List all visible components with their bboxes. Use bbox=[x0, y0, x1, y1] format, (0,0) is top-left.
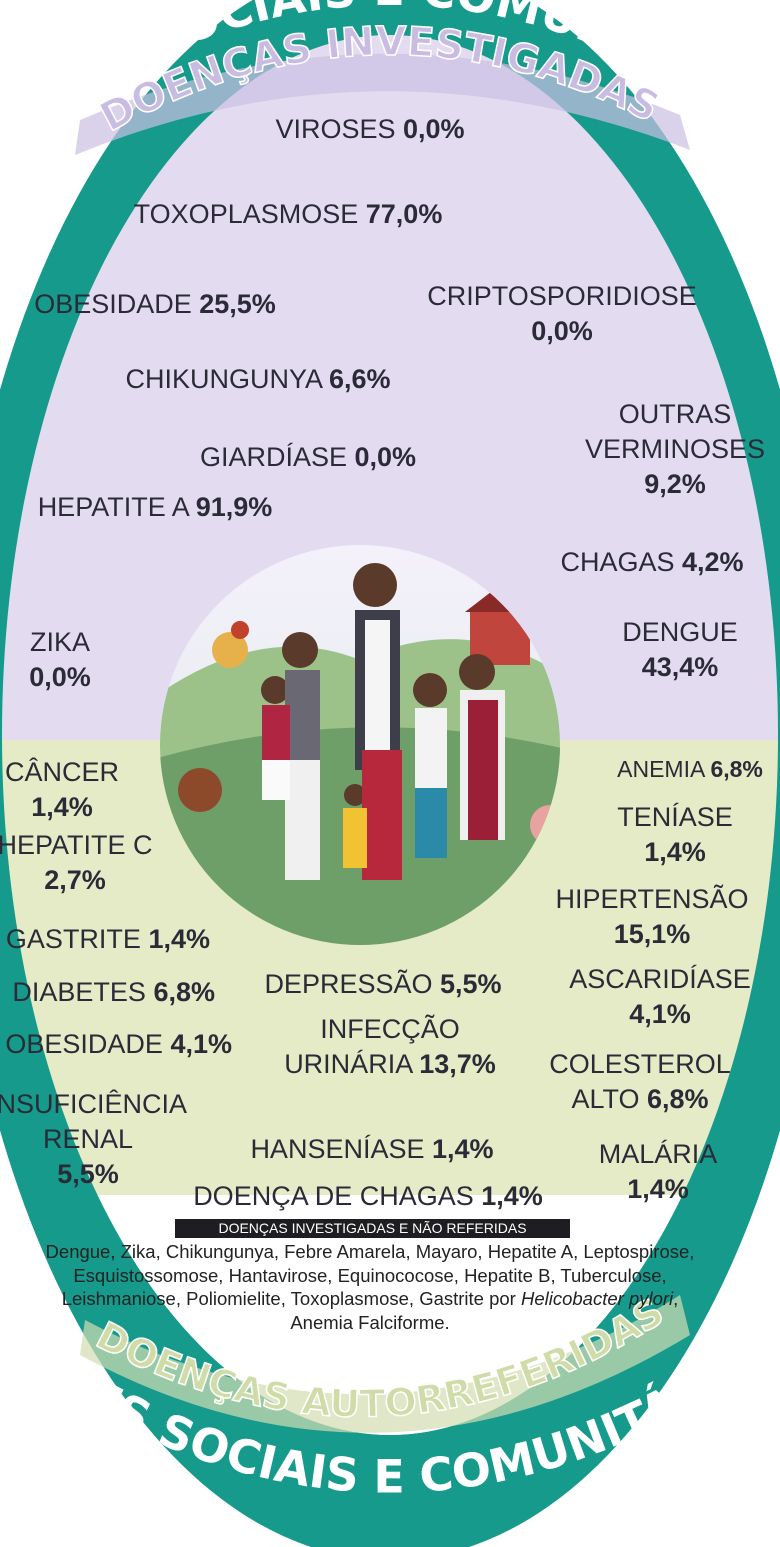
disease-label: CHIKUNGUNYA 6,6% bbox=[58, 362, 458, 397]
disease-value: 77,0% bbox=[365, 199, 443, 229]
disease-value: 6,6% bbox=[329, 364, 391, 394]
disease-name: DIABETES bbox=[12, 977, 146, 1007]
disease-value: 4,1% bbox=[170, 1029, 232, 1059]
ribbon bbox=[75, 53, 690, 155]
disease-name: TENÍASE bbox=[617, 802, 733, 832]
disease-label: DENGUE 43,4% bbox=[590, 615, 770, 685]
disease-value: 1,4% bbox=[31, 792, 93, 822]
disease-label: VIROSES 0,0% bbox=[170, 112, 570, 147]
disease-name: DOENÇA DE CHAGAS bbox=[193, 1181, 474, 1211]
italic-text: Helicobacter pylori bbox=[520, 1288, 674, 1309]
disease-name: DENGUE bbox=[622, 617, 738, 647]
ribbon bbox=[80, 1295, 690, 1433]
disease-name: CRIPTOSPORIDIOSE bbox=[427, 281, 697, 311]
disease-label: MALÁRIA 1,4% bbox=[558, 1137, 758, 1207]
disease-label: DIABETES 6,8% bbox=[0, 975, 215, 1010]
disease-name: GASTRITE bbox=[5, 924, 141, 954]
disease-value: 4,1% bbox=[629, 999, 691, 1029]
disease-value: 1,4% bbox=[481, 1181, 543, 1211]
disease-name: ASCARIDÍASE bbox=[569, 964, 751, 994]
disease-value: 25,5% bbox=[199, 289, 276, 319]
disease-name: MALÁRIA bbox=[598, 1139, 718, 1169]
disease-label: HIPERTENSÃO 15,1% bbox=[522, 882, 780, 952]
disease-value: 0,0% bbox=[29, 662, 91, 692]
disease-name: COLESTEROL ALTO bbox=[549, 1049, 731, 1114]
disease-value: 0,0% bbox=[354, 442, 417, 472]
disease-name: CHAGAS bbox=[560, 547, 675, 577]
disease-name: INFECÇÃO URINÁRIA bbox=[284, 1014, 460, 1079]
disease-value: 2,7% bbox=[44, 865, 106, 895]
box-title: DOENÇAS INVESTIGADAS E NÃO REFERIDAS bbox=[175, 1219, 570, 1238]
disease-label: HEPATITE A 91,9% bbox=[0, 490, 335, 525]
disease-value: 1,4% bbox=[432, 1134, 494, 1164]
disease-value: 0,0% bbox=[531, 316, 593, 346]
disease-name: HEPATITE A bbox=[37, 492, 189, 522]
box-text: Dengue, Zika, Chikungunya, Febre Amarela… bbox=[40, 1240, 700, 1334]
disease-value: 5,5% bbox=[440, 969, 502, 999]
disease-label: OUTRAS VERMINOSES 9,2% bbox=[575, 397, 775, 502]
disease-value: 5,5% bbox=[57, 1159, 119, 1189]
disease-label: DOENÇA DE CHAGAS 1,4% bbox=[138, 1179, 598, 1214]
text: , Anemia Falciforme. bbox=[290, 1288, 679, 1333]
disease-label: CHAGAS 4,2% bbox=[512, 545, 780, 580]
disease-name: OUTRAS VERMINOSES bbox=[584, 399, 766, 464]
disease-label: COLESTEROL ALTO 6,8% bbox=[530, 1047, 750, 1117]
disease-value: 1,4% bbox=[148, 924, 210, 954]
disease-value: 6,8% bbox=[153, 977, 215, 1007]
disease-label: GASTRITE 1,4% bbox=[0, 922, 210, 957]
disease-label: GIARDÍASE 0,0% bbox=[128, 440, 488, 475]
disease-name: OBESIDADE bbox=[5, 1029, 163, 1059]
disease-value: 43,4% bbox=[641, 652, 719, 682]
disease-label: ZIKA 0,0% bbox=[0, 625, 130, 695]
disease-value: 13,7% bbox=[419, 1049, 496, 1079]
disease-label: DEPRESSÃO 5,5% bbox=[223, 967, 543, 1002]
disease-label: ANEMIA 6,8% bbox=[590, 752, 780, 787]
disease-name: OBESIDADE bbox=[34, 289, 192, 319]
disease-label: HEPATITE C 2,7% bbox=[0, 828, 175, 898]
disease-value: 6,8% bbox=[710, 756, 763, 782]
disease-label: TENÍASE 1,4% bbox=[585, 800, 765, 870]
disease-value: 0,0% bbox=[403, 114, 465, 144]
disease-label: OBESIDADE 4,1% bbox=[0, 1027, 232, 1062]
disease-name: HANSENÍASE bbox=[250, 1134, 425, 1164]
disease-value: 15,1% bbox=[613, 919, 691, 949]
disease-label: CRIPTOSPORIDIOSE 0,0% bbox=[392, 279, 732, 349]
disease-name: VIROSES bbox=[275, 114, 396, 144]
disease-name: HEPATITE C bbox=[0, 830, 153, 860]
disease-name: TOXOPLASMOSE bbox=[133, 199, 359, 229]
disease-name: DEPRESSÃO bbox=[264, 969, 433, 999]
disease-value: 1,4% bbox=[644, 837, 706, 867]
photo bbox=[160, 545, 560, 945]
paragraph: Dengue, Zika, Chikungunya, Febre Amarela… bbox=[40, 1240, 700, 1334]
disease-label: HANSENÍASE 1,4% bbox=[202, 1132, 542, 1167]
disease-value: 91,9% bbox=[195, 492, 273, 522]
disease-name: GIARDÍASE bbox=[199, 442, 347, 472]
disease-name: ZIKA bbox=[29, 627, 90, 657]
disease-name: INSUFICIÊNCIA RENAL bbox=[0, 1089, 188, 1154]
disease-name: CHIKUNGUNYA bbox=[125, 364, 322, 394]
text: Dengue, Zika, Chikungunya, Febre Amarela… bbox=[45, 1241, 695, 1309]
disease-label: ASCARIDÍASE 4,1% bbox=[540, 962, 780, 1032]
disease-name: HIPERTENSÃO bbox=[555, 884, 749, 914]
disease-value: 6,8% bbox=[647, 1084, 709, 1114]
disease-name: CÂNCER bbox=[4, 757, 119, 787]
disease-value: 9,2% bbox=[644, 469, 706, 499]
disease-label: TOXOPLASMOSE 77,0% bbox=[58, 197, 518, 232]
disease-label: INFECÇÃO URINÁRIA 13,7% bbox=[265, 1012, 515, 1082]
disease-value: 1,4% bbox=[627, 1174, 689, 1204]
disease-name: ANEMIA bbox=[617, 756, 705, 782]
disease-label: CÂNCER 1,4% bbox=[0, 755, 142, 825]
disease-value: 4,2% bbox=[682, 547, 744, 577]
disease-label: INSUFICIÊNCIA RENAL 5,5% bbox=[0, 1087, 203, 1192]
disease-label: OBESIDADE 25,5% bbox=[0, 287, 335, 322]
